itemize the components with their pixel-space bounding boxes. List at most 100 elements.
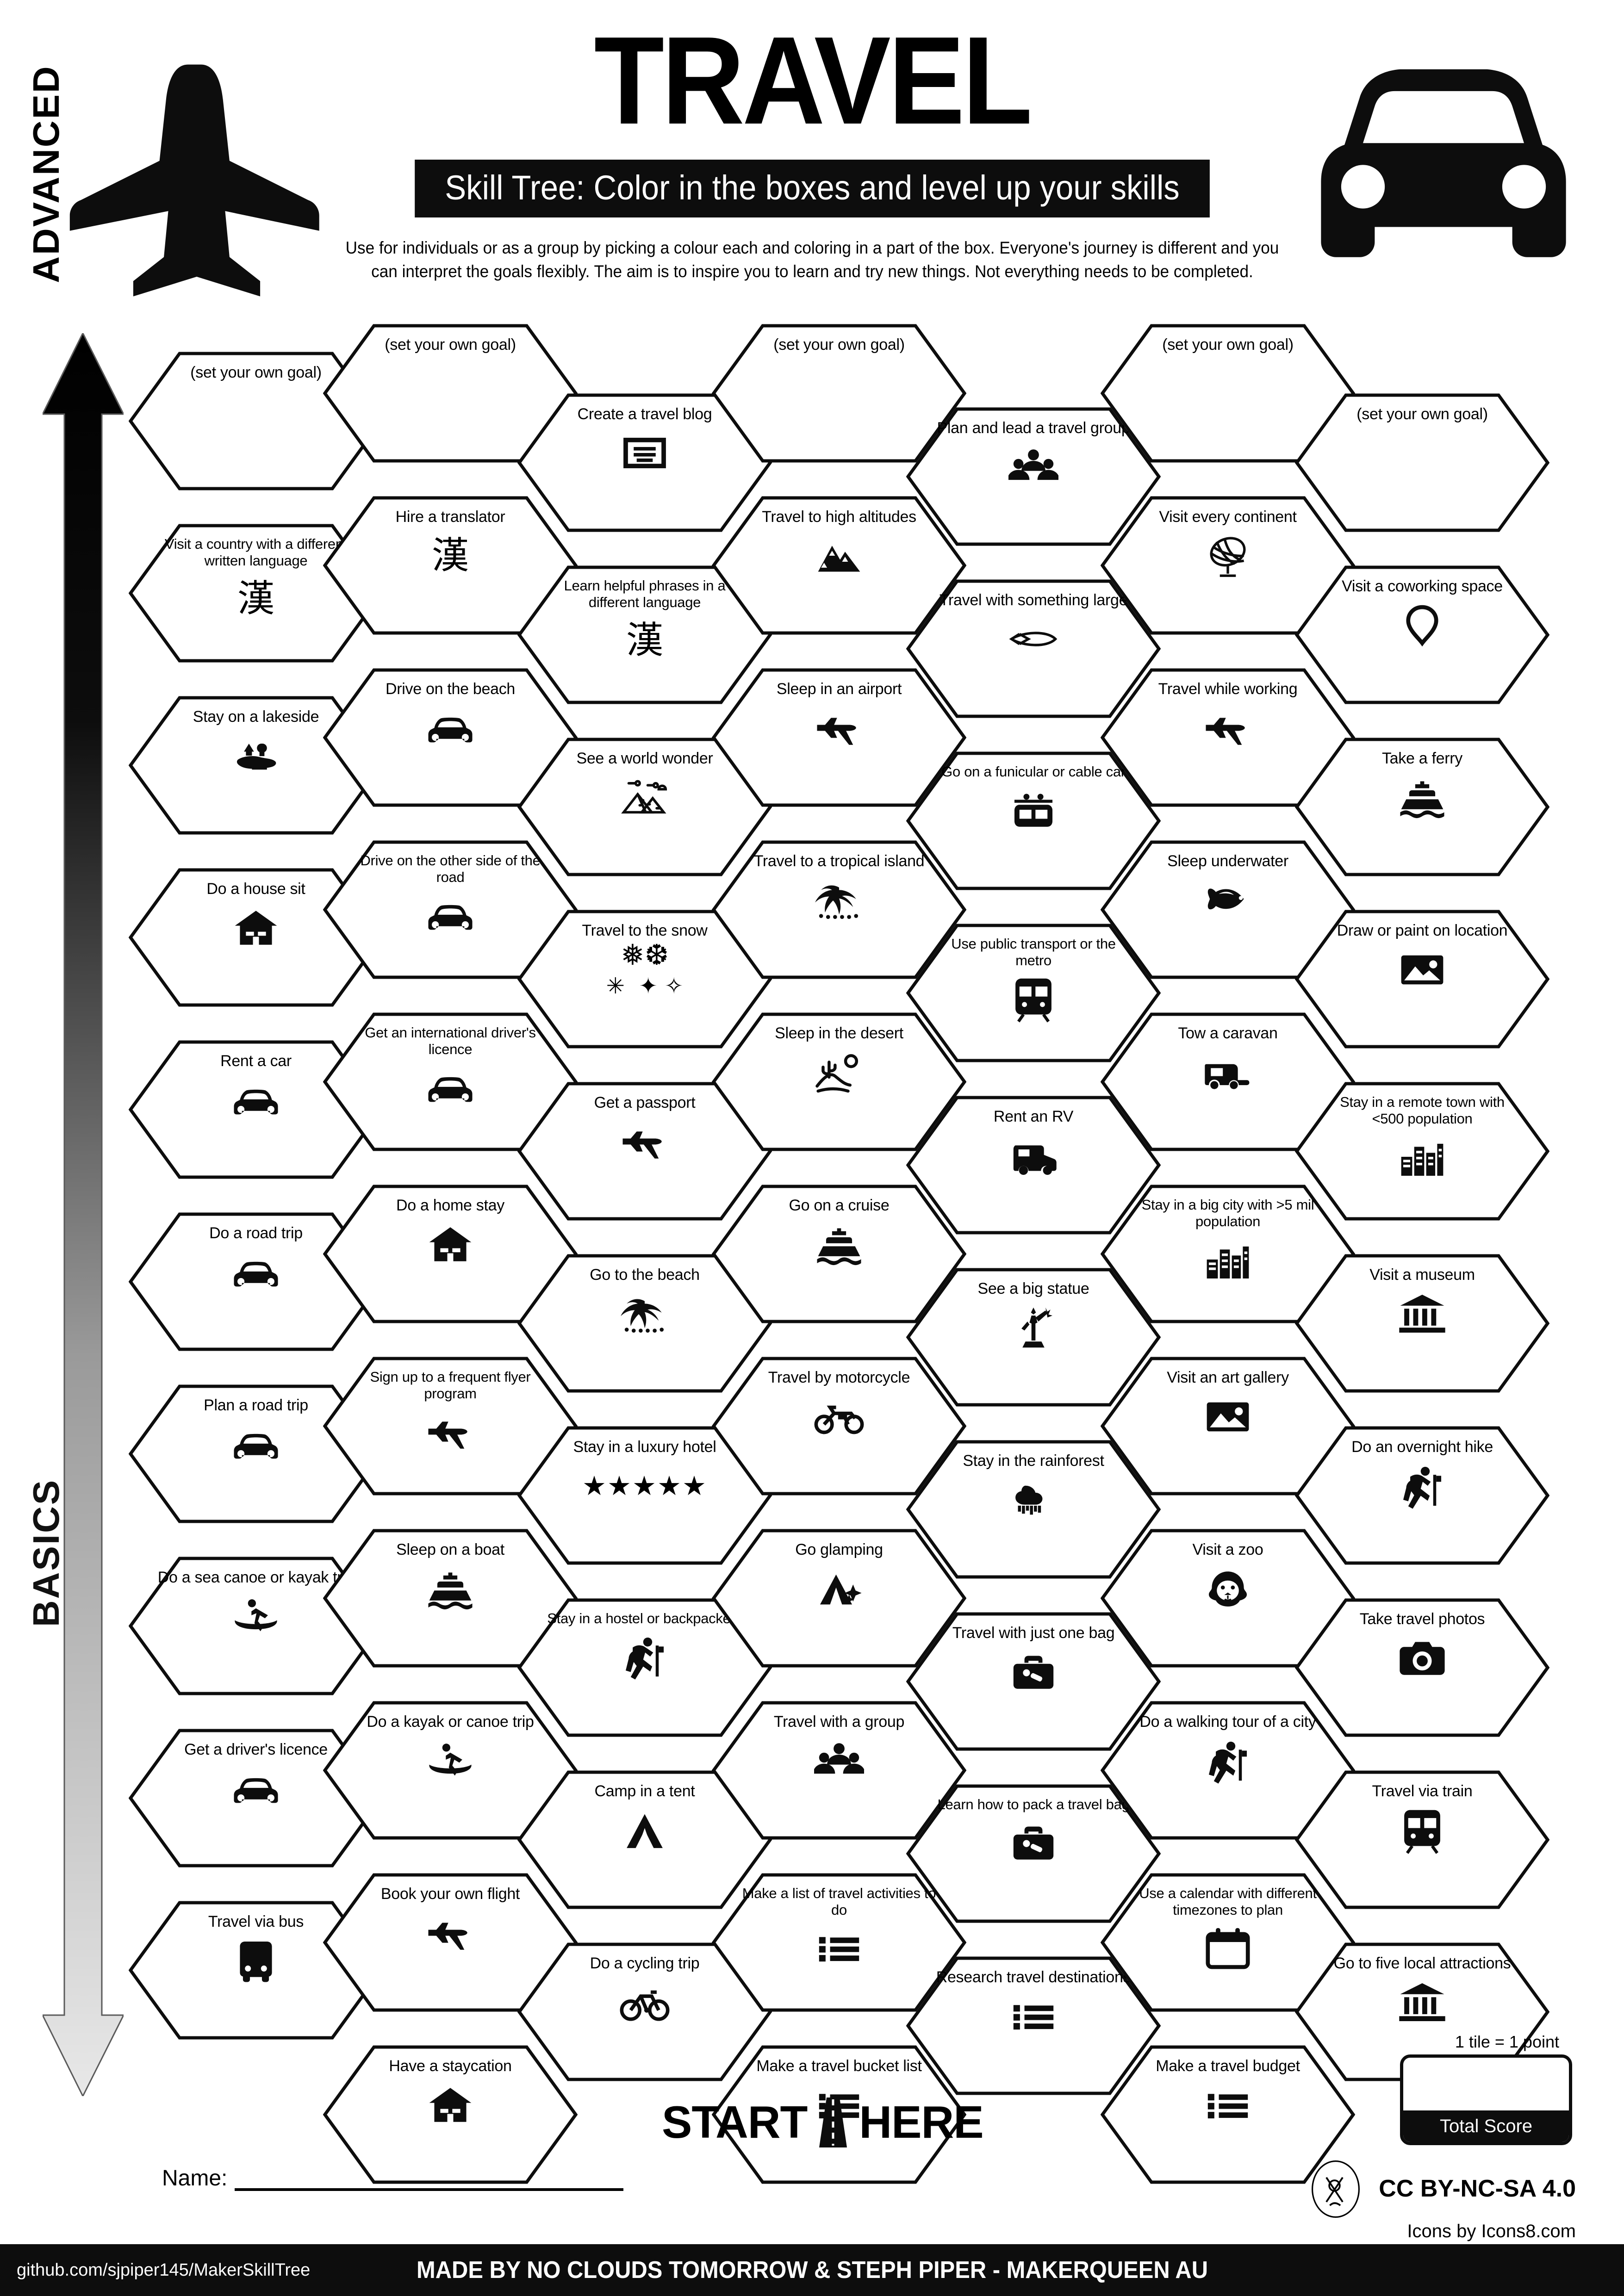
caravan-icon bbox=[1203, 1047, 1253, 1097]
skill-tile[interactable]: Stay in a luxury hotel ★★★★★ bbox=[517, 1426, 772, 1565]
skill-tile[interactable]: Take a ferry bbox=[1295, 738, 1549, 876]
skill-tile[interactable]: Plan and lead a travel group bbox=[906, 407, 1161, 546]
skill-tile[interactable]: Travel via bus bbox=[129, 1901, 383, 2040]
ship-icon bbox=[814, 1219, 864, 1269]
skill-tile-label: See a world wonder bbox=[576, 750, 713, 767]
skill-tile[interactable]: Go glamping bbox=[712, 1529, 966, 1668]
picture-icon bbox=[1203, 1391, 1253, 1441]
skill-tile[interactable]: Visit an art gallery bbox=[1101, 1357, 1355, 1496]
car-icon bbox=[425, 703, 475, 753]
icons-credit-text: Icons by Icons8.com bbox=[1407, 2221, 1576, 2241]
skill-tile[interactable]: Visit every continent bbox=[1101, 496, 1355, 635]
skill-tile[interactable]: Visit a country with a different written… bbox=[129, 524, 383, 663]
skill-tile-label: Make a travel budget bbox=[1156, 2057, 1300, 2075]
skill-tile-label: (set your own goal) bbox=[1356, 405, 1488, 423]
skill-tile[interactable]: Travel with a group bbox=[712, 1701, 966, 1840]
cablecar-icon bbox=[1008, 785, 1058, 835]
calendar-icon bbox=[1203, 1923, 1253, 1973]
skill-tile-label: Do a sea canoe or kayak trip bbox=[157, 1569, 355, 1586]
skill-tile[interactable]: Do a cycling trip bbox=[517, 1942, 772, 2081]
plane-icon bbox=[425, 1407, 475, 1457]
skill-tile[interactable]: (set your own goal) bbox=[712, 324, 966, 463]
kanji-icon: 漢 bbox=[237, 577, 274, 620]
skill-tile-label: Visit a zoo bbox=[1192, 1541, 1263, 1558]
skill-tile[interactable]: Book your own flight bbox=[323, 1873, 578, 2012]
skill-tile[interactable]: See a big statue bbox=[906, 1268, 1161, 1407]
skill-tile[interactable]: Travel with just one bag bbox=[906, 1612, 1161, 1751]
skill-tile[interactable]: Do a kayak or canoe trip bbox=[323, 1701, 578, 1840]
skill-tile[interactable]: Rent an RV bbox=[906, 1096, 1161, 1235]
skill-tile[interactable]: Learn how to pack a travel bag bbox=[906, 1784, 1161, 1923]
skill-tile[interactable]: Draw or paint on location bbox=[1295, 910, 1549, 1049]
picture-icon bbox=[1397, 944, 1447, 994]
skill-tile[interactable]: Sleep in the desert bbox=[712, 1012, 966, 1151]
skill-tile[interactable]: Make a travel budget bbox=[1101, 2045, 1355, 2184]
skill-tile[interactable]: Stay in a hostel or backpackers bbox=[517, 1598, 772, 1737]
skill-tile[interactable]: Do a sea canoe or kayak trip bbox=[129, 1557, 383, 1695]
skill-tile[interactable]: Go to five local attractions bbox=[1295, 1942, 1549, 2081]
palm-icon bbox=[620, 1289, 670, 1339]
skill-tile[interactable]: Go to the beach bbox=[517, 1254, 772, 1393]
globe-icon bbox=[1203, 531, 1253, 581]
skill-tile-label: Visit an art gallery bbox=[1167, 1369, 1289, 1386]
skill-tile[interactable]: Drive on the other side of the road bbox=[323, 840, 578, 979]
skill-tile-label: Draw or paint on location bbox=[1337, 922, 1508, 939]
skill-tile[interactable]: Do an overnight hike bbox=[1295, 1426, 1549, 1565]
skill-tile[interactable]: Use public transport or the metro bbox=[906, 924, 1161, 1062]
skill-tile[interactable]: See a world wonder bbox=[517, 738, 772, 876]
skill-tile[interactable]: Stay on a lakeside bbox=[129, 696, 383, 835]
metro-icon bbox=[1008, 974, 1058, 1024]
skill-tile[interactable]: Take travel photos bbox=[1295, 1598, 1549, 1737]
skill-tile[interactable]: Visit a museum bbox=[1295, 1254, 1549, 1393]
skill-tile[interactable]: Stay in the rainforest bbox=[906, 1440, 1161, 1579]
skill-tile[interactable]: Do a house sit bbox=[129, 868, 383, 1007]
skill-tile-label: Do a kayak or canoe trip bbox=[367, 1713, 534, 1731]
license-text: CC BY-NC-SA 4.0 bbox=[1379, 2175, 1576, 2202]
skill-tile[interactable]: (set your own goal) bbox=[129, 352, 383, 490]
skill-tile[interactable]: Sign up to a frequent flyer program bbox=[323, 1357, 578, 1496]
skill-tile[interactable]: Travel to a tropical island bbox=[712, 840, 966, 979]
skill-tile[interactable]: Travel by motorcycle bbox=[712, 1357, 966, 1496]
suitcase-icon bbox=[1008, 1647, 1058, 1697]
skill-tile[interactable]: Do a walking tour of a city bbox=[1101, 1701, 1355, 1840]
house-icon bbox=[425, 1219, 475, 1269]
rv-icon bbox=[1008, 1130, 1058, 1180]
skill-tile-label: Book your own flight bbox=[380, 1885, 520, 1903]
skill-tile[interactable]: Travel with something large bbox=[906, 579, 1161, 718]
skill-tile[interactable]: Make a list of travel activities to do bbox=[712, 1873, 966, 2012]
skill-tile-label: Drive on the beach bbox=[386, 680, 515, 698]
skill-tile[interactable]: Go on a funicular or cable car bbox=[906, 751, 1161, 890]
skill-tile-label: Stay in a hostel or backpackers bbox=[547, 1610, 742, 1626]
suitcase-icon bbox=[1008, 1818, 1058, 1868]
plane-icon bbox=[814, 703, 864, 753]
skill-tile[interactable]: Visit a coworking space bbox=[1295, 565, 1549, 704]
skill-tile[interactable]: Plan a road trip bbox=[129, 1384, 383, 1523]
skill-tile[interactable]: Stay in a big city with >5 mil populatio… bbox=[1101, 1185, 1355, 1323]
skill-tile[interactable]: Sleep underwater bbox=[1101, 840, 1355, 979]
subtitle-banner: Skill Tree: Color in the boxes and level… bbox=[414, 160, 1210, 217]
skill-tile[interactable]: Rent a car bbox=[129, 1040, 383, 1179]
skill-tile[interactable]: Do a road trip bbox=[129, 1212, 383, 1351]
skill-tile[interactable]: (set your own goal) bbox=[1295, 393, 1549, 532]
skill-tile[interactable]: Get a driver's licence bbox=[129, 1729, 383, 1868]
skill-tile[interactable]: Hire a translator 漢 bbox=[323, 496, 578, 635]
skill-tile-label: Use public transport or the metro bbox=[951, 936, 1116, 968]
skill-tile-label: Travel while working bbox=[1158, 680, 1298, 698]
repo-link[interactable]: github.com/sjpiper145/MakerSkillTree bbox=[17, 2260, 311, 2280]
total-score-box[interactable]: Total Score bbox=[1400, 2054, 1572, 2145]
skill-tile[interactable]: Go on a cruise bbox=[712, 1185, 966, 1323]
skill-tile[interactable]: Have a staycation bbox=[323, 2045, 578, 2184]
backpacker-icon bbox=[1397, 1461, 1447, 1511]
skill-tile[interactable]: Get an international driver's licence bbox=[323, 1012, 578, 1151]
skill-tile[interactable]: Create a travel blog bbox=[517, 393, 772, 532]
skill-tile[interactable]: Research travel destinations bbox=[906, 1956, 1161, 2095]
name-input-line[interactable] bbox=[235, 2186, 624, 2191]
skill-tile[interactable]: Sleep in an airport bbox=[712, 668, 966, 807]
skill-tile[interactable]: (set your own goal) bbox=[323, 324, 578, 463]
skill-tile[interactable]: Travel via train bbox=[1295, 1770, 1549, 1909]
skill-tile[interactable]: Stay in a remote town with <500 populati… bbox=[1295, 1082, 1549, 1221]
skill-tile[interactable]: Travel to high altitudes bbox=[712, 496, 966, 635]
skill-tile[interactable]: Do a home stay bbox=[323, 1185, 578, 1323]
desert-icon bbox=[814, 1047, 864, 1097]
name-field-row[interactable]: Name: bbox=[162, 2166, 624, 2191]
